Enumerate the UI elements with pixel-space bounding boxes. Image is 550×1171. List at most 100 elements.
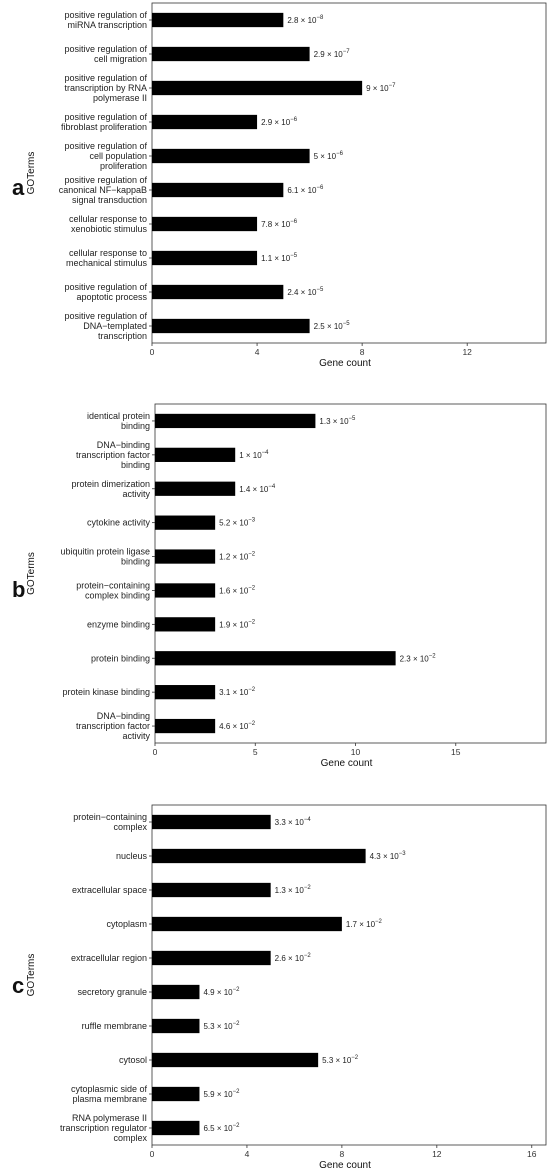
x-tick-label: 12 bbox=[432, 1149, 442, 1159]
value-exponent: −2 bbox=[248, 721, 256, 727]
panel-b: identical protein binding 1.3 × 10−5DNA−bi… bbox=[12, 403, 547, 769]
bar bbox=[155, 447, 236, 462]
value-mantissa: 1.2 bbox=[219, 553, 231, 562]
category-label: protein binding bbox=[91, 653, 150, 663]
category-label-line: positive regulation of bbox=[64, 175, 147, 185]
bar bbox=[152, 1052, 319, 1068]
plot-frame bbox=[151, 804, 547, 1146]
value-times-ten: × 10 bbox=[286, 954, 305, 963]
category-label-line: protein−containing bbox=[73, 812, 147, 822]
value-exponent: −2 bbox=[248, 687, 256, 693]
value-exponent: −5 bbox=[349, 416, 357, 422]
value-label: 1.3 × 10−5 bbox=[319, 416, 356, 426]
category-label-line: protein kinase binding bbox=[62, 687, 150, 697]
category-label: cellular response to mechanical stimulus bbox=[66, 248, 148, 268]
category-label-line: cell population bbox=[89, 151, 147, 161]
value-times-ten: × 10 bbox=[298, 186, 317, 195]
category-label: protein−containing complex bbox=[73, 812, 147, 832]
value-times-ten: × 10 bbox=[230, 688, 249, 697]
x-tick-label: 10 bbox=[351, 747, 361, 757]
value-label: 1 × 10−4 bbox=[239, 450, 269, 460]
value-label: 4.3 × 10−3 bbox=[370, 851, 407, 861]
value-times-ten: × 10 bbox=[286, 886, 305, 895]
category-label-line: xenobiotic stimulus bbox=[71, 224, 148, 234]
value-exponent: −6 bbox=[290, 117, 298, 123]
value-times-ten: × 10 bbox=[381, 852, 400, 861]
value-times-ten: × 10 bbox=[250, 485, 269, 494]
value-times-ten: × 10 bbox=[371, 84, 390, 93]
value-exponent: −5 bbox=[290, 253, 298, 259]
category-label: extracellular region bbox=[71, 953, 147, 963]
value-mantissa: 2.8 bbox=[287, 16, 299, 25]
category-label: cytoplasmic side of plasma membrane bbox=[71, 1084, 148, 1104]
category-label-line: transcription by RNA bbox=[64, 83, 147, 93]
x-axis-title: Gene count bbox=[319, 1160, 371, 1171]
panel-letter: c bbox=[12, 973, 24, 998]
category-label-line: protein binding bbox=[91, 653, 150, 663]
category-label-line: positive regulation of bbox=[64, 44, 147, 54]
x-tick-label: 4 bbox=[255, 347, 260, 357]
category-label-line: cell migration bbox=[94, 54, 147, 64]
value-label: 4.9 × 10−2 bbox=[203, 987, 240, 997]
category-label: DNA−binding transcription factor activity bbox=[76, 711, 151, 741]
bar bbox=[155, 515, 216, 530]
bar bbox=[155, 651, 396, 666]
category-label-line: transcription factor bbox=[76, 450, 150, 460]
category-label-line: transcription factor bbox=[76, 721, 150, 731]
category-label: ruffle membrane bbox=[82, 1021, 147, 1031]
value-label: 3.3 × 10−4 bbox=[275, 817, 312, 827]
value-exponent: −6 bbox=[290, 219, 298, 225]
bar bbox=[152, 848, 366, 864]
value-mantissa: 5.9 bbox=[203, 1090, 215, 1099]
value-mantissa: 5.3 bbox=[203, 1022, 215, 1031]
x-tick-label: 12 bbox=[462, 347, 472, 357]
value-mantissa: 5 bbox=[314, 152, 319, 161]
value-label: 2.9 × 10−6 bbox=[261, 117, 298, 127]
category-label: ubiquitin protein ligase binding bbox=[60, 547, 150, 567]
category-label-line: cytoplasm bbox=[106, 919, 147, 929]
value-exponent: −2 bbox=[248, 552, 256, 558]
value-exponent: −4 bbox=[262, 450, 270, 456]
category-label-line: complex binding bbox=[85, 590, 150, 600]
bar bbox=[152, 80, 363, 96]
category-label-line: RNA polymerase II bbox=[72, 1113, 147, 1123]
value-mantissa: 5.3 bbox=[322, 1056, 334, 1065]
value-mantissa: 4.3 bbox=[370, 852, 382, 861]
category-label-line: cytosol bbox=[119, 1055, 147, 1065]
bar bbox=[155, 583, 216, 598]
x-axis-title: Gene count bbox=[319, 358, 371, 369]
value-exponent: −4 bbox=[268, 484, 276, 490]
value-exponent: −2 bbox=[304, 953, 312, 959]
category-label-line: binding bbox=[121, 460, 150, 470]
panel-c: protein−containing complex 3.3 × 10−4nucle… bbox=[12, 804, 547, 1171]
bar bbox=[155, 685, 216, 700]
value-exponent: −2 bbox=[429, 653, 437, 659]
value-mantissa: 1.9 bbox=[219, 620, 231, 629]
value-mantissa: 7.8 bbox=[261, 220, 273, 229]
value-label: 5 × 10−6 bbox=[314, 151, 344, 161]
value-mantissa: 2.5 bbox=[314, 322, 326, 331]
y-axis-title: GOTerms bbox=[26, 552, 37, 595]
value-mantissa: 2.6 bbox=[275, 954, 287, 963]
value-times-ten: × 10 bbox=[230, 553, 249, 562]
value-label: 5.9 × 10−2 bbox=[203, 1089, 240, 1099]
value-label: 1.2 × 10−2 bbox=[219, 552, 256, 562]
value-exponent: −2 bbox=[375, 919, 383, 925]
category-label-line: positive regulation of bbox=[64, 112, 147, 122]
x-axis-title: Gene count bbox=[321, 758, 373, 769]
value-mantissa: 3.1 bbox=[219, 688, 231, 697]
value-exponent: −6 bbox=[316, 185, 324, 191]
category-label-line: binding bbox=[121, 557, 150, 567]
value-exponent: −2 bbox=[233, 1021, 241, 1027]
value-times-ten: × 10 bbox=[325, 50, 344, 59]
x-tick-label: 4 bbox=[245, 1149, 250, 1159]
category-label: secretory granule bbox=[77, 987, 147, 997]
value-times-ten: × 10 bbox=[244, 451, 263, 460]
value-label: 1.6 × 10−2 bbox=[219, 585, 256, 595]
value-label: 7.8 × 10−6 bbox=[261, 219, 298, 229]
category-label-line: positive regulation of bbox=[64, 10, 147, 20]
value-label: 6.5 × 10−2 bbox=[203, 1123, 240, 1133]
category-label-line: activity bbox=[122, 489, 150, 499]
panel-letter: b bbox=[12, 577, 25, 602]
category-label-line: proliferation bbox=[100, 161, 147, 171]
